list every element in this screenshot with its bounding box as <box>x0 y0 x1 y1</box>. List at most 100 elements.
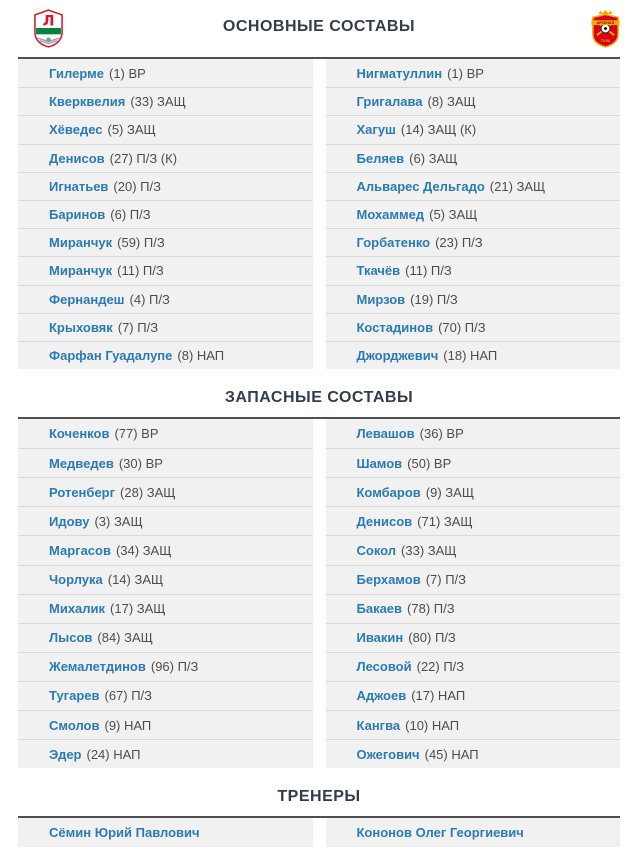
player-name-link[interactable]: Чорлука <box>49 572 103 588</box>
player-name-link[interactable]: Эдер <box>49 746 82 762</box>
player-row: Аджоев (17) НАП <box>325 680 620 710</box>
player-name-link[interactable]: Жемалетдинов <box>49 659 146 675</box>
player-name-link[interactable]: Миранчук <box>49 235 113 251</box>
player-name-link[interactable]: Баринов <box>49 207 106 223</box>
player-name-link[interactable]: Тугарев <box>49 688 100 704</box>
player-name-link[interactable]: Гилерме <box>49 65 104 81</box>
player-name-link[interactable]: Михалик <box>49 601 106 617</box>
main-lineups-table: Гилерме (1) ВР Кверквелия (33) ЗАЩ Хёведес (5… <box>18 57 620 370</box>
coach-name-link[interactable]: Кононов Олег Георгиевич <box>356 825 524 841</box>
player-row: Михалик (17) ЗАЩ <box>18 593 313 623</box>
player-number-position: (45) НАП <box>424 746 479 762</box>
player-name-link[interactable]: Хёведес <box>49 122 103 138</box>
player-number-position: (11) П/З <box>117 263 164 279</box>
lokomotiv-moscow-crest-icon[interactable]: Л <box>33 9 64 48</box>
player-name-link[interactable]: Нигматуллин <box>356 65 443 81</box>
player-row: Миранчук (59) П/З <box>18 228 313 257</box>
coach-name-link[interactable]: Сёмин Юрий Павлович <box>49 825 200 841</box>
player-name-link[interactable]: Кверквелия <box>49 94 126 110</box>
player-row: Жемалетдинов (96) П/З <box>18 651 313 681</box>
player-name-link[interactable]: Лесовой <box>356 659 412 675</box>
substitutes-table: Коченков (77) ВР Медведев (30) ВР Ротенберг(… <box>18 417 620 769</box>
player-name-link[interactable]: Ожегович <box>356 746 420 762</box>
player-row: Ткачёв (11) П/З <box>325 256 620 285</box>
player-number-position: (6) П/З <box>110 207 151 223</box>
player-name-link[interactable]: Бакаев <box>356 601 403 617</box>
player-number-position: (67) П/З <box>104 688 153 704</box>
player-name-link[interactable]: Смолов <box>49 717 100 733</box>
player-name-link[interactable]: Идову <box>49 513 90 529</box>
coaches-title: ТРЕНЕРЫ <box>277 788 361 806</box>
player-name-link[interactable]: Левашов <box>356 426 415 442</box>
player-name-link[interactable]: Кангва <box>356 717 401 733</box>
player-name-link[interactable]: Медведев <box>49 455 114 471</box>
player-number-position: (9) НАП <box>104 717 152 733</box>
player-number-position: (33) ЗАЩ <box>130 94 186 110</box>
player-number-position: (50) ВР <box>407 455 452 471</box>
player-row: Ожегович (45) НАП <box>325 739 620 769</box>
player-name-link[interactable]: Горбатенко <box>356 235 431 251</box>
player-row: Григалава (8) ЗАЩ <box>325 87 620 116</box>
player-name-link[interactable]: Игнатьев <box>49 178 109 194</box>
player-name-link[interactable]: Лысов <box>49 630 93 646</box>
player-name-link[interactable]: Ткачёв <box>356 263 401 279</box>
player-number-position: (30) ВР <box>118 455 163 471</box>
player-row: Сокол (33) ЗАЩ <box>325 535 620 565</box>
player-number-position: (9) ЗАЩ <box>425 484 475 500</box>
player-number-position: (77) ВР <box>114 426 159 442</box>
away-subs-column: Левашов (36) ВР Шамов (50) ВР Комбаров (9) ЗА… <box>325 419 620 769</box>
player-row: Джорджевич (18) НАП <box>325 340 620 370</box>
player-row: Шамов (50) ВР <box>325 448 620 478</box>
player-name-link[interactable]: Фернандеш <box>49 291 125 307</box>
player-row: Хёведес (5) ЗАЩ <box>18 115 313 144</box>
player-name-link[interactable]: Мохаммед <box>356 207 425 223</box>
player-name-link[interactable]: Коченков <box>49 426 110 442</box>
player-name-link[interactable]: Маргасов <box>49 542 111 558</box>
substitutes-title: ЗАПАСНЫЕ СОСТАВЫ <box>224 389 414 407</box>
player-name-link[interactable]: Крыховяк <box>49 319 113 335</box>
player-row: Альварес Дельгадо (21) ЗАЩ <box>325 171 620 200</box>
player-row: Мирзов (19) П/З <box>325 284 620 313</box>
player-row: Денисов (71) ЗАЩ <box>325 506 620 536</box>
player-row: Берхамов (7) П/З <box>325 564 620 594</box>
player-number-position: (17) НАП <box>411 688 466 704</box>
player-number-position: (11) П/З <box>405 263 452 279</box>
player-name-link[interactable]: Костадинов <box>356 319 434 335</box>
player-number-position: (24) НАП <box>86 746 141 762</box>
home-subs-column: Коченков (77) ВР Медведев (30) ВР Ротенберг(… <box>18 419 313 769</box>
player-name-link[interactable]: Джорджевич <box>356 347 439 363</box>
player-name-link[interactable]: Мирзов <box>356 291 406 307</box>
player-name-link[interactable]: Ротенберг <box>49 484 116 500</box>
arsenal-tula-crest-icon[interactable]: АРСЕНАЛ ТУЛА <box>590 9 621 48</box>
player-number-position: (23) П/З <box>435 235 483 251</box>
home-main-lineup-column: Гилерме (1) ВР Кверквелия (33) ЗАЩ Хёведес (5… <box>18 59 313 370</box>
player-name-link[interactable]: Сокол <box>356 542 397 558</box>
svg-text:ТУЛА: ТУЛА <box>601 39 611 43</box>
player-name-link[interactable]: Григалава <box>356 94 423 110</box>
player-number-position: (17) ЗАЩ <box>110 601 166 617</box>
player-name-link[interactable]: Денисов <box>356 513 413 529</box>
player-number-position: (6) ЗАЩ <box>409 150 458 166</box>
player-number-position: (14) ЗАЩ (К) <box>400 122 477 138</box>
player-name-link[interactable]: Беляев <box>356 150 405 166</box>
player-name-link[interactable]: Берхамов <box>356 572 421 588</box>
player-name-link[interactable]: Денисов <box>49 150 105 166</box>
player-name-link[interactable]: Фарфан Гуадалупе <box>49 347 173 363</box>
player-number-position: (27) П/З (К) <box>109 150 178 166</box>
player-name-link[interactable]: Комбаров <box>356 484 421 500</box>
player-number-position: (78) П/З <box>407 601 455 617</box>
player-row: Смолов (9) НАП <box>18 710 313 740</box>
player-row: Хагуш (14) ЗАЩ (К) <box>325 115 620 144</box>
player-name-link[interactable]: Ивакин <box>356 630 404 646</box>
player-row: Игнатьев (20) П/З <box>18 171 313 200</box>
player-name-link[interactable]: Миранчук <box>49 263 113 279</box>
player-name-link[interactable]: Альварес Дельгадо <box>356 178 485 194</box>
player-row: Тугарев (67) П/З <box>18 680 313 710</box>
player-name-link[interactable]: Хагуш <box>356 122 396 138</box>
away-coach-column: Кононов Олег Георгиевич <box>325 818 620 848</box>
svg-text:Л: Л <box>42 14 54 30</box>
player-name-link[interactable]: Аджоев <box>356 688 407 704</box>
player-row: Медведев (30) ВР <box>18 448 313 478</box>
player-row: Лесовой (22) П/З <box>325 651 620 681</box>
player-name-link[interactable]: Шамов <box>356 455 403 471</box>
